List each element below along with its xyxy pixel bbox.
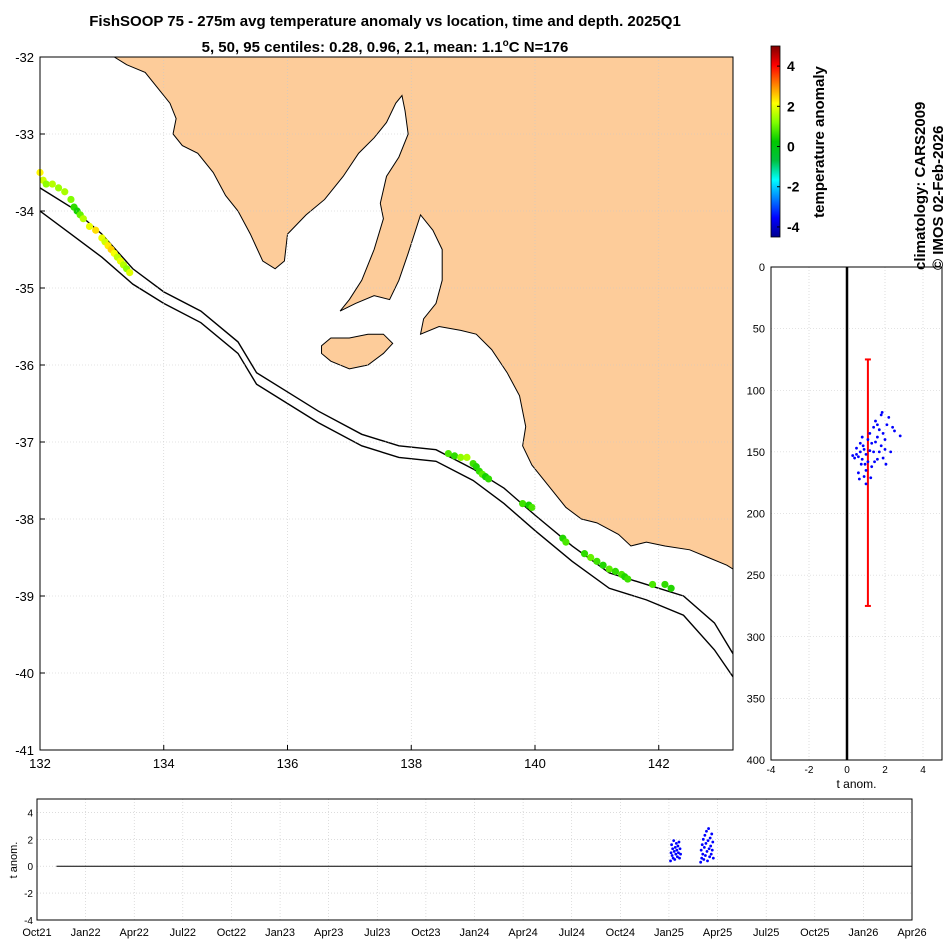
map-land <box>113 57 733 570</box>
map-point <box>611 567 620 575</box>
subtitle-suffix: C N=176 <box>508 39 569 56</box>
map-point <box>667 584 675 592</box>
map-point <box>661 580 669 589</box>
map-xtick-label: 136 <box>277 756 299 771</box>
map-point <box>562 538 570 546</box>
mainland-land <box>113 57 733 570</box>
map-point <box>92 226 100 234</box>
map-point <box>463 453 471 461</box>
map-ytick-label: -33 <box>15 127 34 142</box>
map-ytick-label: -36 <box>15 358 34 373</box>
map-point <box>624 575 632 583</box>
map-point <box>54 184 63 192</box>
map-xtick-label: 138 <box>400 756 422 771</box>
map-point <box>450 452 459 460</box>
map-point <box>519 500 527 508</box>
map-frame <box>39 56 734 751</box>
map-point <box>528 503 536 512</box>
map-xtick-label: 134 <box>153 756 175 771</box>
map-ytick-label: -35 <box>15 281 34 296</box>
subtitle-prefix: 5, 50, 95 centiles: 0.28, 0.96, 2.1, mea… <box>201 39 503 56</box>
shelf-contour-outer <box>40 210 733 678</box>
map-point <box>48 180 56 188</box>
map-xtick-label: 132 <box>29 756 51 771</box>
map-point <box>593 557 601 565</box>
map-point <box>605 565 613 573</box>
map-xtick-label: 140 <box>524 756 546 771</box>
map-ytick-label: -37 <box>15 435 34 450</box>
map-ytick-label: -38 <box>15 512 34 527</box>
map-point <box>444 449 452 458</box>
map-point <box>580 550 589 558</box>
map-point <box>457 453 465 461</box>
map-point <box>484 475 493 483</box>
chart-subtitle: 5, 50, 95 centiles: 0.28, 0.96, 2.1, mea… <box>0 34 770 58</box>
map-ytick-label: -41 <box>15 743 34 758</box>
map-point <box>648 580 657 589</box>
map-point <box>126 269 134 277</box>
map-point <box>61 188 69 196</box>
map-ytick-label: -39 <box>15 589 34 604</box>
title-line1: FishSOOP 75 - 275m avg temperature anoma… <box>89 13 681 30</box>
kangaroo-island <box>321 333 394 370</box>
map-point <box>85 222 94 230</box>
map-point <box>67 195 75 204</box>
map-xtick-label: 142 <box>648 756 670 771</box>
map-point <box>587 553 595 562</box>
chart-title: FishSOOP 75 - 275m avg temperature anoma… <box>0 12 770 32</box>
map-axes: 132 134 136 138 140 142 -32 -33 -34 -35 -36 -37 -38 -… <box>15 50 734 771</box>
map-point <box>42 180 50 188</box>
map-ytick-label: -34 <box>15 204 34 219</box>
map-points <box>36 168 675 592</box>
map-point <box>599 561 607 569</box>
map-ytick-label: -40 <box>15 666 34 681</box>
map-ytick-label: -32 <box>15 50 34 65</box>
subtitle-degree: o <box>502 38 509 49</box>
map-point <box>79 215 87 223</box>
